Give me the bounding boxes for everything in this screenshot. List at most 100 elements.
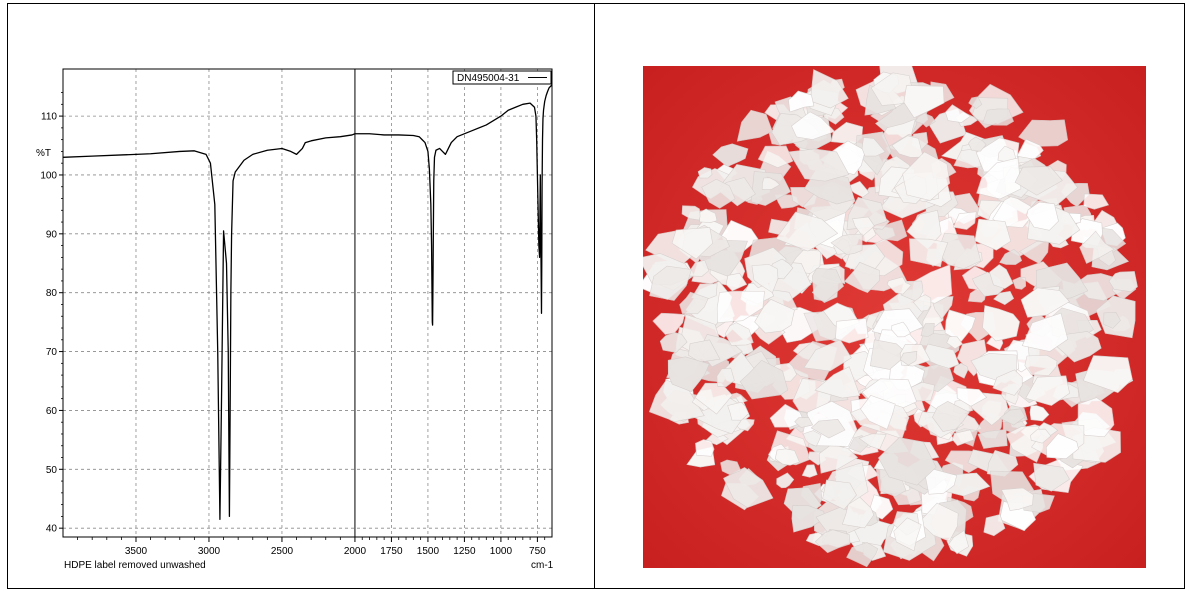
plastic-flake (720, 459, 742, 476)
plastic-flake (810, 418, 846, 439)
plastic-flake (952, 429, 975, 446)
x-tick-label: 3000 (198, 546, 221, 557)
plastic-flake (774, 448, 800, 466)
plastic-flake (1108, 271, 1138, 293)
y-tick-label: 40 (46, 524, 58, 535)
plastic-flake (993, 290, 1015, 306)
plastic-flake (1103, 311, 1121, 329)
plastic-flake (724, 322, 754, 346)
x-tick-label: 1500 (417, 546, 440, 557)
plastic-flake (659, 332, 688, 353)
plastic-flake (903, 85, 945, 119)
plastic-flake (751, 264, 779, 294)
legend-label: DN495004-31 (457, 73, 520, 84)
plastic-flake (754, 299, 795, 334)
y-tick-label: 70 (46, 347, 58, 358)
y-tick-label: 50 (46, 465, 58, 476)
plastic-flake (846, 542, 879, 568)
plastic-flake (860, 395, 896, 430)
plastic-flake (1012, 276, 1027, 290)
plastic-flake (814, 529, 851, 554)
plastic-flake (671, 227, 713, 260)
grid (63, 69, 552, 537)
x-tick-label: 1000 (490, 546, 513, 557)
plot-frame (62, 68, 553, 538)
plastic-flake (736, 109, 773, 142)
y-tick-label: 60 (46, 406, 58, 417)
labels: %T HDPE label removed unwashed cm-1 DN49… (36, 70, 554, 571)
plastic-flake (712, 143, 749, 167)
plastic-flake (801, 464, 818, 478)
plastic-flake (811, 267, 844, 302)
x-tick-label: 2500 (271, 546, 294, 557)
y-tick-label: 100 (40, 170, 57, 181)
plastic-flake (1083, 193, 1110, 210)
plastic-flake (716, 367, 735, 388)
plastic-flake (982, 108, 1014, 126)
plastic-flake (681, 205, 701, 221)
plastic-flake (1001, 487, 1034, 511)
plastic-flake (1016, 138, 1044, 160)
plastic-flake (1018, 119, 1069, 147)
plastic-flake (1024, 354, 1058, 376)
x-tick-label: 750 (529, 546, 546, 557)
plastic-flake (1021, 312, 1069, 352)
table-frame (7, 3, 1185, 589)
plastic-flake (776, 472, 795, 489)
plastic-flake (992, 369, 1023, 396)
plastic-flake (992, 195, 1032, 229)
y-axis-label: %T (36, 148, 51, 159)
plastic-flake (688, 339, 721, 363)
plastic-flake (912, 294, 932, 312)
plastic-flake (893, 517, 922, 552)
plastic-flake (908, 238, 949, 268)
plastic-flake (999, 408, 1026, 426)
plastic-flake (822, 479, 857, 510)
plastic-flake (1030, 428, 1052, 444)
plastic-flake (952, 211, 977, 230)
plastic-flake (1018, 241, 1049, 264)
legend-box (452, 70, 552, 85)
plastic-flake (976, 157, 1022, 200)
plastic-flake (844, 261, 880, 294)
x-axis-caption: HDPE label removed unwashed (64, 560, 206, 571)
plastic-flake (852, 216, 875, 237)
plastic-flake (891, 321, 911, 338)
plastic-flake (788, 148, 850, 182)
plastic-flake (667, 356, 710, 393)
plastic-flake (858, 433, 887, 450)
plastic-flake (948, 530, 969, 555)
plastic-flake (723, 467, 774, 508)
plastic-flake (983, 514, 1006, 537)
plastic-flake (649, 265, 692, 301)
plastic-flake (725, 272, 748, 292)
plastic-flake (791, 505, 825, 533)
plastic-flake (878, 437, 937, 486)
plastic-flake (788, 90, 815, 113)
plastic-flake (932, 401, 970, 432)
plastic-flake (701, 178, 736, 209)
plastic-flake (956, 387, 988, 407)
y-tick-label: 80 (46, 288, 58, 299)
plastic-flake (861, 137, 886, 157)
flake-pile (643, 66, 1138, 568)
plastic-flake (679, 291, 709, 315)
plastic-flake (791, 111, 836, 140)
plastic-flake (999, 249, 1023, 265)
series-line (62, 84, 553, 520)
plastic-flake (1014, 166, 1063, 196)
x-tick-label: 2000 (344, 546, 367, 557)
plastic-flake (814, 366, 861, 399)
plastic-flake (727, 401, 749, 421)
plastic-flake (968, 96, 983, 109)
plastic-flake (902, 151, 951, 201)
plastic-flake (968, 136, 987, 152)
plastic-flake (1079, 230, 1115, 264)
plastic-flake (945, 104, 972, 123)
plastic-flake (886, 276, 912, 295)
plastic-flake (899, 351, 918, 366)
plastic-flake (953, 362, 969, 379)
plastic-flake (830, 233, 863, 255)
plastic-flake (1082, 355, 1133, 393)
plastic-flake (818, 444, 859, 474)
